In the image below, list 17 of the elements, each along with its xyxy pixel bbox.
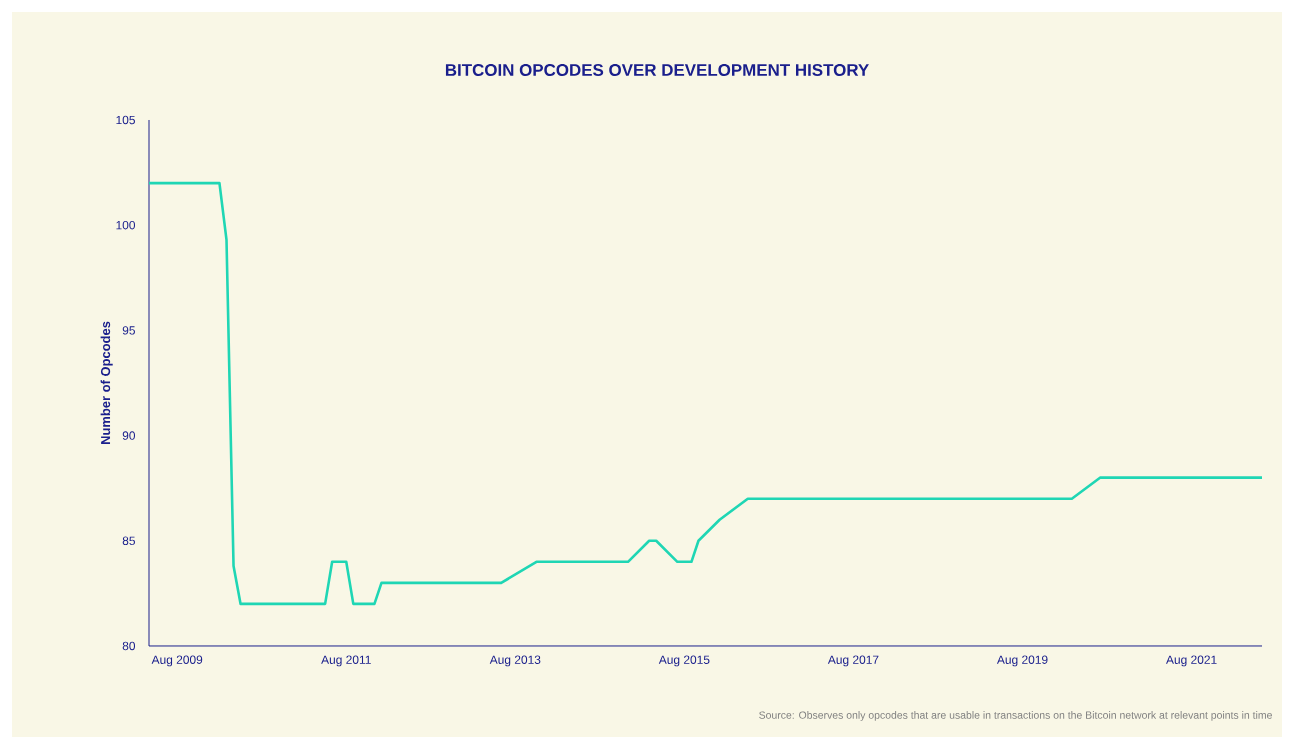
- chart-title: BITCOIN OPCODES OVER DEVELOPMENT HISTORY: [445, 63, 869, 76]
- x-tick-label: Aug 2015: [658, 655, 710, 667]
- y-tick-label: 105: [116, 115, 135, 125]
- y-tick-label: 100: [116, 220, 136, 230]
- x-tick-label: Aug 2021: [1166, 655, 1217, 667]
- y-tick-label: 95: [122, 326, 135, 335]
- x-tick-label: Aug 2011: [321, 655, 371, 667]
- y-tick-label: 90: [122, 431, 136, 440]
- x-tick-label: Aug 2013: [489, 655, 541, 667]
- y-tick-label: 85: [122, 536, 135, 546]
- y-tick-label: 80: [122, 641, 136, 651]
- line-series: [149, 181, 1263, 606]
- y-axis-title: Number of Opcodes: [100, 321, 113, 445]
- x-tick-label: Aug 2009: [151, 655, 203, 667]
- x-tick-label: Aug 2019: [996, 655, 1048, 667]
- source-note: Source: Observes only opcodes that are usable in transactions on the Bitcoin network at relevant points in time: [759, 711, 1272, 721]
- x-tick-label: Aug 2017: [827, 655, 879, 667]
